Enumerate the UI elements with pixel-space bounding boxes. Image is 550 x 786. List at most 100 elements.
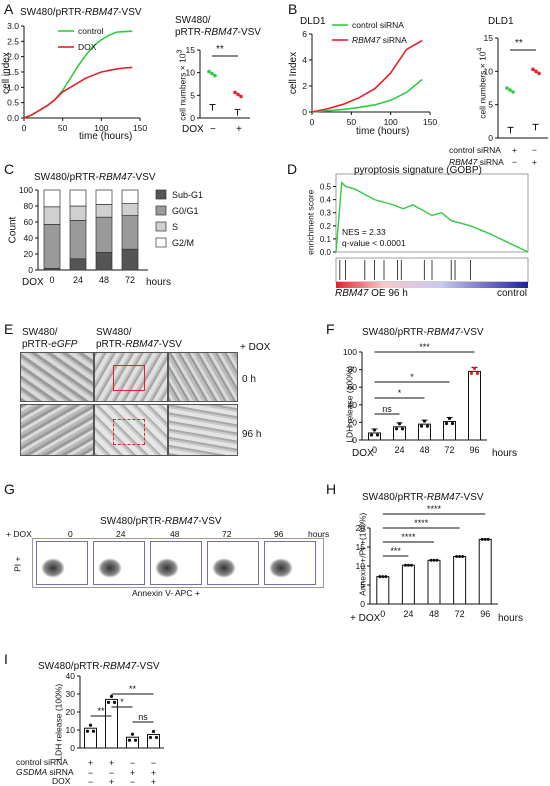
panel-c-ylabel: Count: [7, 216, 19, 244]
panel-h-dot: [432, 558, 436, 562]
panel-b-dot: [537, 71, 541, 76]
panel-i-ytick-label: 20: [66, 707, 76, 717]
panel-d-gsea-plot: 0.5 0.4 0.3 0.2 0.1 0.0: [320, 173, 529, 288]
panel-c-ytick-label: 20: [24, 249, 34, 259]
panel-f-dot: [375, 433, 380, 437]
panel-h-dot: [483, 537, 487, 541]
panel-h-dot: [461, 555, 465, 558]
panel-a-ytick-label: 2.5: [7, 36, 19, 46]
panel-c-ytick-label: 80: [24, 201, 34, 211]
panel-i-row1-label: control siRNA: [16, 757, 68, 767]
panel-f-xunit: hours: [492, 448, 518, 459]
panel-f-dot: [422, 419, 427, 423]
panel-b-xtick-label: 150: [423, 117, 437, 127]
panel-i-row2-val: −: [88, 768, 93, 778]
panel-g-unit: hours: [308, 529, 330, 539]
panel-letter-a: A: [4, 1, 14, 17]
panel-a-bar-ytick-label: 10: [186, 68, 196, 78]
panel-h-dot: [429, 558, 433, 562]
panel-a-xtick-label: 0: [22, 123, 27, 133]
panel-b-bar-ytick-label: 15: [484, 33, 494, 43]
panel-f-ytick-label: 60: [348, 382, 358, 392]
panel-h-dot: [409, 563, 413, 567]
panel-f-bar: [468, 370, 481, 441]
micrograph-rbm47-0h: [94, 352, 168, 402]
panel-i-dot: [106, 700, 111, 705]
panel-f-dot: [394, 427, 399, 431]
panel-d-ytick-label: 0.3: [320, 209, 332, 218]
panel-c-xtick-label: 48: [99, 275, 109, 285]
flow-plot-0h: [36, 541, 88, 585]
panel-b-dot: [534, 69, 538, 74]
panel-a-xlabel: time (hours): [79, 131, 133, 142]
panel-i-row1-val: −: [151, 758, 156, 768]
panel-f-ytick-label: 100: [343, 347, 357, 357]
panel-d-ytick-label: 0.5: [320, 183, 332, 192]
panel-c-segment-sub-g1: [95, 252, 113, 271]
panel-b-ytick-label: 2: [302, 81, 307, 91]
panel-a-dot: [239, 94, 243, 99]
panel-f-dot: [447, 416, 452, 421]
panel-i-bar: [84, 727, 97, 749]
panel-h-sig-48: ****: [401, 532, 416, 542]
panel-h-bar: [453, 556, 467, 605]
panel-i-sig-1v2: **: [97, 706, 105, 716]
panel-b-row2-label: RBM47 siRNA: [449, 157, 504, 167]
panel-c-segment-g0/g1: [69, 220, 87, 260]
panel-d-ytick-label: 0.2: [320, 222, 332, 231]
panel-c-segment-sub-g1: [121, 248, 139, 271]
panel-a-ytick-label: 2.0: [7, 52, 19, 62]
panel-b-xtick-label: 50: [347, 117, 357, 127]
panel-c-segment-g2/m: [121, 189, 139, 204]
panel-i-dot: [85, 729, 90, 733]
panel-h-bar: [376, 576, 390, 605]
panel-a-bar-title-1: SW480/: [175, 15, 211, 26]
panel-d-ytick-label: 0.0: [320, 248, 332, 257]
panel-h-dot: [403, 563, 407, 567]
panel-f-sig-48: *: [398, 388, 402, 398]
panel-c-segment-g2/m: [69, 189, 87, 207]
panel-d-left-label: RBM47 OE 96 h: [335, 288, 408, 299]
panel-b-row2-v2: +: [532, 157, 537, 167]
panel-g-ylabel: PI +: [12, 556, 23, 572]
panel-h-ytick-label: 5: [360, 580, 365, 590]
legend-label-s: S: [172, 222, 178, 232]
panel-h-sig-24: ***: [390, 546, 401, 556]
panel-letter-d: D: [287, 161, 298, 177]
panel-g-dox: + DOX: [6, 529, 32, 539]
panel-b-ylabel: cell Index: [288, 51, 300, 95]
panel-h-xunit: hours: [498, 613, 524, 624]
panel-d-ytick-label: 0.1: [320, 235, 332, 244]
panel-h-bar: [478, 538, 492, 605]
panel-b-ytick-label: 4: [302, 55, 307, 65]
panel-i-row3-label: DOX: [52, 776, 71, 786]
panel-c-ytick-label: 40: [24, 233, 34, 243]
panel-letter-e: E: [4, 321, 14, 337]
panel-f-xtick-label: 0: [372, 445, 377, 455]
panel-f-dot: [444, 421, 449, 426]
panel-a-xtick-label: 100: [94, 123, 108, 133]
panel-f-xtick-label: 72: [444, 445, 454, 455]
panel-h-dot: [455, 555, 459, 558]
panel-c-xtick-label: 24: [73, 275, 83, 285]
panel-f-sig-24: ns: [382, 404, 392, 414]
panel-h-sig-96: ****: [427, 504, 442, 514]
panel-e-col1-l2: pRTR-eGFP: [22, 339, 78, 350]
panel-a-ytick-label: 1.5: [7, 67, 19, 77]
panel-b-dot: [508, 88, 512, 92]
panel-g-t24: 24: [116, 529, 126, 539]
panel-b-line-chart: 0 2 4 6 0 50 100 150: [302, 24, 437, 127]
panel-i-ytick-label: 0: [70, 743, 75, 753]
gsea-rank-bar: [336, 282, 528, 288]
panel-h-ytick-label: 15: [356, 542, 366, 552]
panel-d-title: pyroptosis signature (GOBP): [354, 165, 482, 176]
panel-b-dot: [511, 90, 515, 94]
panel-a-dot: [213, 73, 217, 78]
panel-b-xtick-label: 0: [310, 117, 315, 127]
legend-swatch-g0/g1: [155, 205, 167, 216]
panel-h-dot: [458, 555, 462, 558]
panel-a-dot: [210, 71, 214, 76]
legend-control: control: [78, 26, 104, 36]
